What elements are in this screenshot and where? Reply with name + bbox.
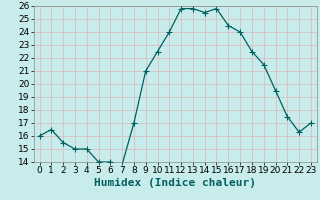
X-axis label: Humidex (Indice chaleur): Humidex (Indice chaleur) xyxy=(94,178,256,188)
